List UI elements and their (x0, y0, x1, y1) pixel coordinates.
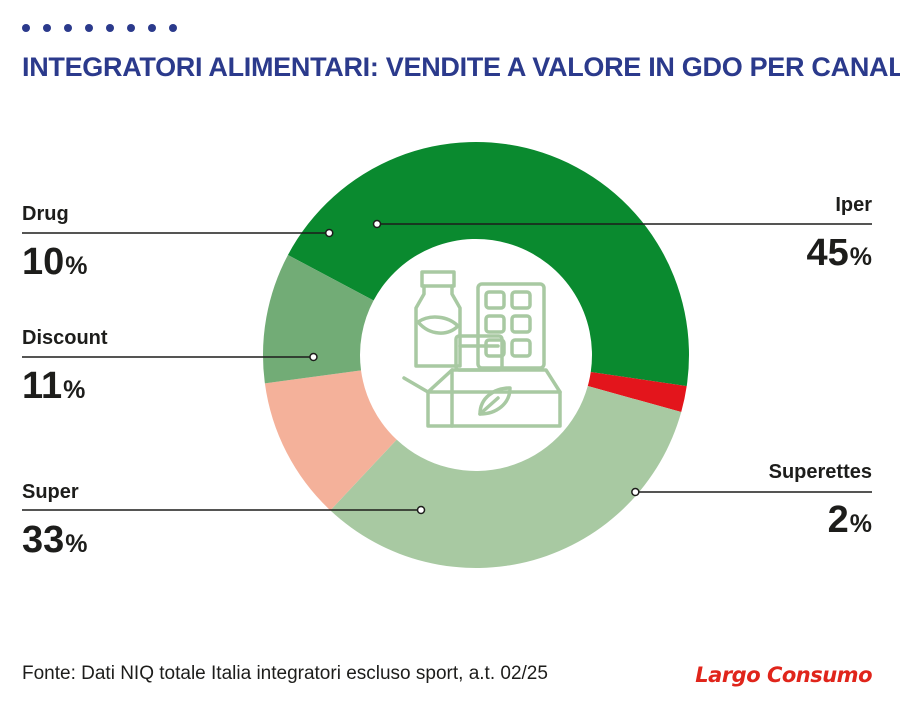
value-number: 2 (827, 499, 849, 541)
slice-discount (264, 370, 397, 511)
label-discount: Discount (22, 327, 108, 349)
value-iper: 45% (806, 232, 872, 275)
slice-superettes (587, 371, 687, 413)
value-superettes: 2% (828, 499, 872, 542)
supplements-packaging-icon (402, 270, 562, 428)
dot (64, 24, 72, 32)
percent-unit: % (849, 510, 872, 538)
value-number: 45 (806, 232, 849, 274)
percent-unit: % (65, 252, 88, 280)
slice-iper (287, 141, 689, 387)
dot (169, 24, 177, 32)
leader-dot-drug (324, 228, 334, 238)
brand-logo: Largo Consumo (695, 663, 872, 687)
value-discount: 11% (22, 365, 85, 408)
dot (127, 24, 135, 32)
label-iper: Iper (835, 194, 872, 216)
leader-dot-super (416, 505, 426, 515)
leader-dot-discount (309, 352, 318, 362)
label-super: Super (22, 481, 79, 503)
value-number: 33 (22, 519, 65, 561)
dot (85, 24, 93, 32)
dot (43, 24, 51, 32)
label-drug: Drug (22, 203, 69, 225)
leader-dot-superettes (631, 487, 640, 497)
slice-super (330, 386, 682, 568)
value-super: 33% (22, 519, 88, 562)
decorative-dots (22, 24, 177, 32)
chart-title: INTEGRATORI ALIMENTARI: VENDITE A VALORE… (22, 52, 900, 82)
value-number: 11 (22, 365, 63, 407)
dot (22, 24, 30, 32)
percent-unit: % (849, 243, 872, 271)
slice-drug (262, 255, 374, 384)
percent-unit: % (63, 376, 86, 404)
dot (148, 24, 156, 32)
source-note: Fonte: Dati NIQ totale Italia integrator… (22, 663, 548, 684)
leader-dot-iper (372, 219, 382, 229)
value-number: 10 (22, 241, 65, 283)
label-superettes: Superettes (768, 461, 872, 483)
percent-unit: % (65, 530, 88, 558)
value-drug: 10% (22, 241, 88, 284)
dot (106, 24, 114, 32)
